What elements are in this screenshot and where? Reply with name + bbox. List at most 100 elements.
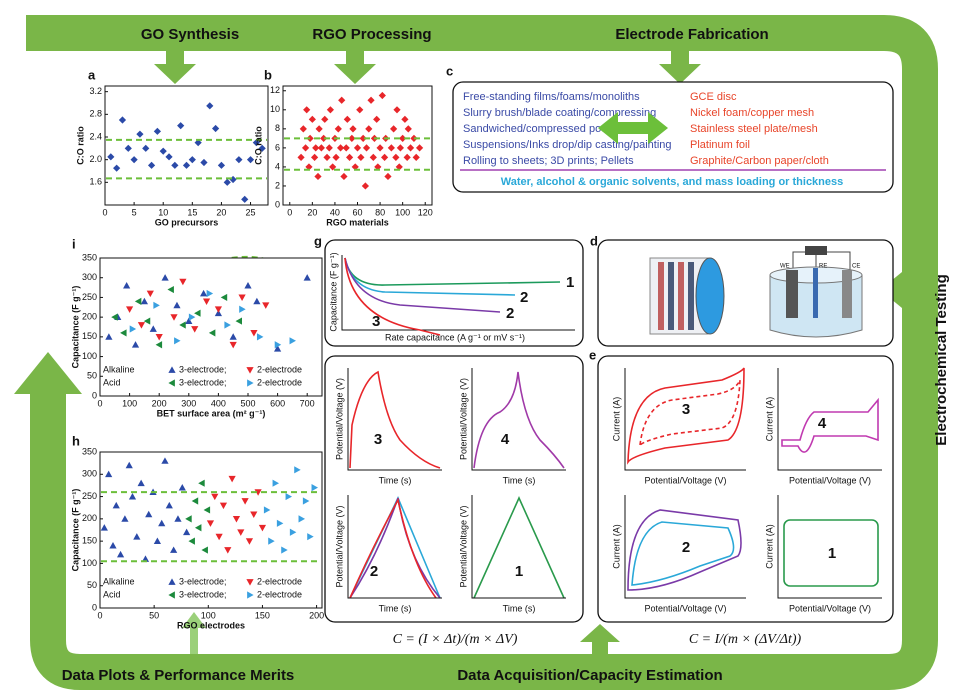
axis-title: Potential/Voltage (V) — [334, 378, 344, 460]
y-tick-label: 50 — [87, 580, 97, 590]
plot-number: 3 — [374, 431, 382, 448]
x-tick-label: 0 — [102, 207, 107, 217]
electrode-layer — [658, 262, 664, 330]
stage-label: GO Synthesis — [141, 26, 239, 43]
plot-number: 1 — [515, 563, 523, 580]
plot-number: 1 — [828, 545, 836, 562]
down-arrow — [659, 50, 701, 84]
panel-letter: d — [590, 233, 598, 248]
electrode-layer — [688, 262, 694, 330]
formula: C = I/(m × (ΔV/Δt)) — [689, 632, 802, 647]
y-axis-title: C:O ratio — [75, 126, 85, 165]
axis-title: Potential/Voltage (V) — [644, 603, 726, 613]
x-tick-label: 100 — [201, 610, 216, 620]
stage-label: RGO Processing — [312, 26, 431, 43]
down-arrow — [154, 50, 196, 84]
axis-title: Potential/Voltage (V) — [334, 505, 344, 587]
x-tick-label: 700 — [300, 398, 315, 408]
plot-number: 2 — [682, 539, 690, 556]
axis-title: Capacitance (F g⁻¹) — [328, 252, 338, 331]
panel-box — [325, 356, 583, 622]
y-tick-label: 0 — [275, 199, 280, 209]
y-tick-label: 4 — [275, 161, 280, 171]
y-tick-label: 2.0 — [89, 154, 102, 164]
formula: C = (I × Δt)/(m × ΔV) — [393, 632, 518, 647]
substrate-item: Platinum foil — [690, 139, 750, 151]
plot-area — [100, 258, 322, 396]
legend-row-label: Alkaline — [103, 576, 135, 586]
legend-label: 3-electrode; — [179, 576, 227, 586]
x-tick-label: 300 — [181, 398, 196, 408]
y-axis-title: C:O ratio — [253, 126, 263, 165]
y-tick-label: 2 — [275, 180, 280, 190]
x-tick-label: 10 — [158, 207, 168, 217]
panel-letter: e — [589, 347, 596, 362]
axis-title: Time (s) — [503, 603, 536, 613]
page: RGO electrode workflow figure {"flow": {… — [0, 0, 957, 692]
axis-title: Current (A) — [611, 397, 621, 442]
legend-label: 2-electrode — [257, 589, 302, 599]
x-tick-label: 0 — [287, 207, 292, 217]
x-axis-title: RGO materials — [326, 217, 389, 227]
panel-letter: a — [88, 67, 96, 82]
legend-label: 3-electrode; — [179, 377, 227, 387]
axis-title: Potential/Voltage (V) — [458, 505, 468, 587]
legend-row-label: Acid — [103, 589, 121, 599]
panel-letter: b — [264, 67, 272, 82]
x-tick-label: 200 — [309, 610, 324, 620]
up-arrow — [580, 624, 620, 654]
substrate-item: GCE disc — [690, 91, 737, 103]
form-item: Slurry brush/blade coating/compressing — [463, 107, 656, 119]
plot-area — [105, 86, 268, 205]
plot-number: 4 — [818, 415, 827, 432]
axis-title: Time (s) — [379, 475, 412, 485]
y-tick-label: 200 — [82, 513, 97, 523]
axis-title: Current (A) — [611, 524, 621, 569]
y-tick-label: 100 — [82, 351, 97, 361]
x-tick-label: 150 — [255, 610, 270, 620]
x-tick-label: 25 — [246, 207, 256, 217]
panel-letter: i — [72, 236, 76, 251]
curve-number: 2 — [506, 305, 514, 322]
panel-letter: c — [446, 63, 453, 78]
y-tick-label: 100 — [82, 558, 97, 568]
y-axis-title: Capacitance (F g⁻¹) — [70, 286, 80, 369]
y-tick-label: 250 — [82, 491, 97, 501]
x-tick-label: 100 — [122, 398, 137, 408]
legend-label: 3-electrode; — [179, 364, 227, 374]
x-tick-label: 20 — [216, 207, 226, 217]
y-tick-label: 6 — [275, 142, 280, 152]
axis-title: Current (A) — [764, 397, 774, 442]
curve-number: 1 — [566, 274, 574, 291]
x-axis-title: BET surface area (m² g⁻¹) — [157, 408, 266, 418]
y-tick-label: 12 — [270, 85, 280, 95]
panel-box — [598, 356, 893, 622]
x-tick-label: 20 — [307, 207, 317, 217]
curve-number: 2 — [520, 289, 528, 306]
x-tick-label: 120 — [418, 207, 433, 217]
form-item: Rolling to sheets; 3D prints; Pellets — [463, 155, 634, 167]
substrate-item: Nickel foam/copper mesh — [690, 107, 814, 119]
y-tick-label: 200 — [82, 312, 97, 322]
y-tick-label: 250 — [82, 292, 97, 302]
figure: GO Synthesis RGO Processing Electrode Fa… — [0, 0, 957, 692]
legend-label: 2-electrode — [257, 364, 302, 374]
x-tick-label: 5 — [132, 207, 137, 217]
x-tick-label: 15 — [187, 207, 197, 217]
electrode-label: RE — [819, 264, 827, 270]
counter-electrode — [842, 270, 852, 318]
y-tick-label: 350 — [82, 446, 97, 456]
legend-label: 3-electrode; — [179, 589, 227, 599]
x-axis-title: GO precursors — [155, 217, 219, 227]
x-axis-title: RGO electrodes — [177, 620, 245, 630]
axis-title: Time (s) — [379, 603, 412, 613]
axis-title: Current (A) — [764, 524, 774, 569]
axis-title: Time (s) — [503, 475, 536, 485]
y-tick-label: 350 — [82, 252, 97, 262]
x-tick-label: 0 — [97, 610, 102, 620]
x-tick-label: 400 — [211, 398, 226, 408]
substrate-item: Graphite/Carbon paper/cloth — [690, 155, 829, 167]
electrode-label: CE — [852, 264, 860, 270]
reference-electrode — [813, 268, 818, 318]
two-electrode-cell — [650, 258, 724, 334]
